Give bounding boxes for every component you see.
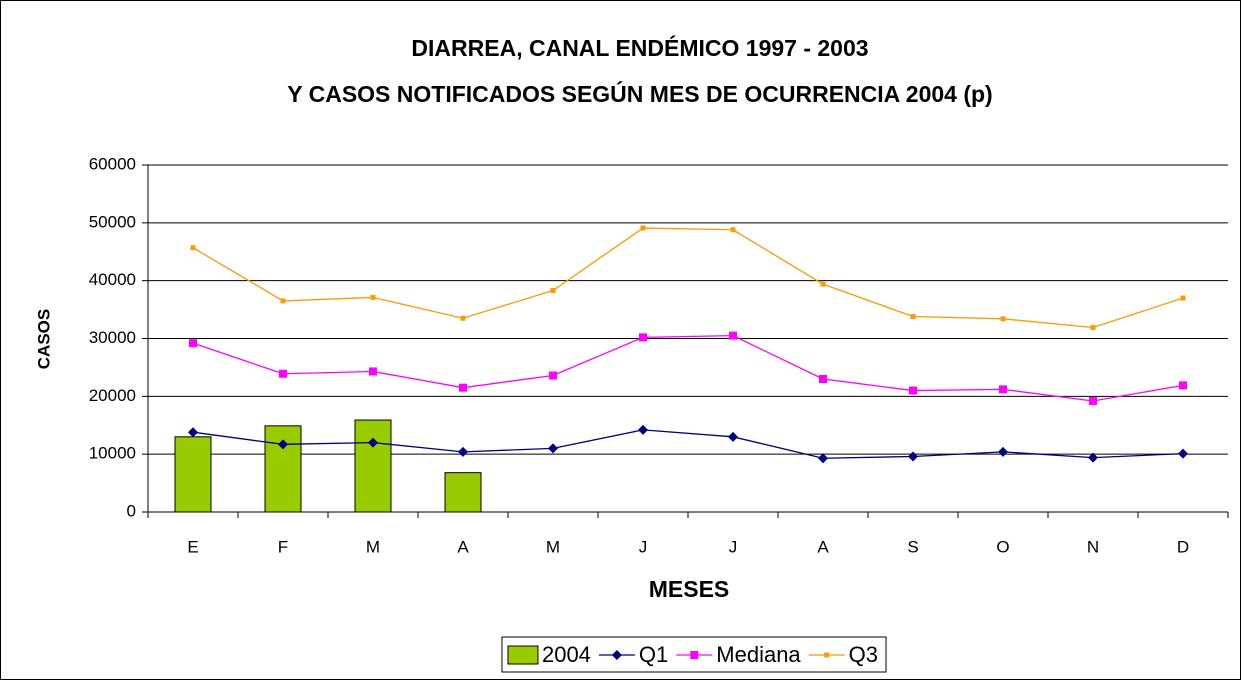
point	[728, 431, 738, 442]
point	[730, 227, 736, 233]
line	[192, 429, 1184, 459]
chart-subtitle: Y CASOS NOTIFICADOS SEGÚN MES DE OCURREN…	[287, 80, 992, 107]
legend-label: Mediana	[716, 642, 801, 667]
y-tick-label: 10000	[89, 444, 136, 463]
x-tick-label: A	[817, 537, 829, 556]
chart-title: DIARREA, CANAL ENDÉMICO 1997 - 2003	[411, 34, 868, 61]
point	[909, 386, 917, 395]
point	[1178, 448, 1188, 459]
x-tick-label: D	[1177, 537, 1189, 556]
point	[188, 427, 198, 438]
line	[192, 227, 1184, 329]
point	[638, 424, 648, 435]
legend-label: 2004	[542, 642, 591, 667]
point	[998, 446, 1008, 457]
y-tick-label: 20000	[89, 386, 136, 405]
point	[370, 294, 376, 300]
point	[908, 451, 918, 462]
bar	[264, 425, 302, 513]
point	[459, 383, 467, 392]
point	[1179, 381, 1187, 390]
point	[550, 287, 556, 293]
point	[279, 369, 287, 378]
point	[1180, 295, 1186, 301]
line	[192, 334, 1184, 402]
x-tick-label: N	[1087, 537, 1099, 556]
y-axis-label: CASOS	[34, 309, 53, 369]
point	[640, 225, 646, 231]
x-axis-label: MESES	[649, 576, 730, 602]
point	[1090, 325, 1096, 331]
bar	[354, 419, 392, 513]
bar	[444, 472, 482, 513]
point	[189, 339, 197, 348]
legend-label: Q3	[849, 642, 878, 667]
y-tick-label: 50000	[89, 212, 136, 231]
point	[460, 315, 466, 321]
point	[1089, 396, 1097, 405]
legend-marker	[824, 652, 830, 658]
point	[1000, 316, 1006, 322]
bar	[174, 436, 212, 513]
point	[910, 314, 916, 320]
point	[999, 385, 1007, 394]
x-tick-label: A	[457, 537, 469, 556]
legend-marker	[611, 650, 622, 660]
y-tick-label: 60000	[89, 154, 136, 173]
x-tick-label: E	[187, 537, 198, 556]
x-tick-label: S	[907, 537, 918, 556]
x-tick-label: J	[729, 537, 738, 556]
x-tick-label: J	[639, 537, 648, 556]
y-tick-label: 40000	[89, 270, 136, 289]
y-tick-label: 0	[127, 501, 136, 520]
point	[278, 439, 288, 450]
y-tick-label: 30000	[89, 328, 136, 347]
point	[639, 333, 647, 342]
point	[458, 446, 468, 457]
point	[548, 443, 558, 454]
point	[280, 298, 286, 304]
point	[368, 437, 378, 448]
legend-marker	[690, 651, 699, 659]
point	[818, 453, 828, 464]
x-tick-label: F	[278, 537, 288, 556]
point	[190, 245, 196, 251]
x-tick-label: M	[546, 537, 560, 556]
x-tick-label: O	[996, 537, 1009, 556]
point	[729, 331, 737, 340]
point	[820, 281, 826, 287]
point	[369, 367, 377, 376]
point	[549, 371, 557, 380]
x-tick-label: M	[366, 537, 380, 556]
point	[1088, 452, 1098, 463]
point	[819, 374, 827, 383]
legend-swatch	[507, 645, 539, 665]
legend-label: Q1	[639, 642, 668, 667]
